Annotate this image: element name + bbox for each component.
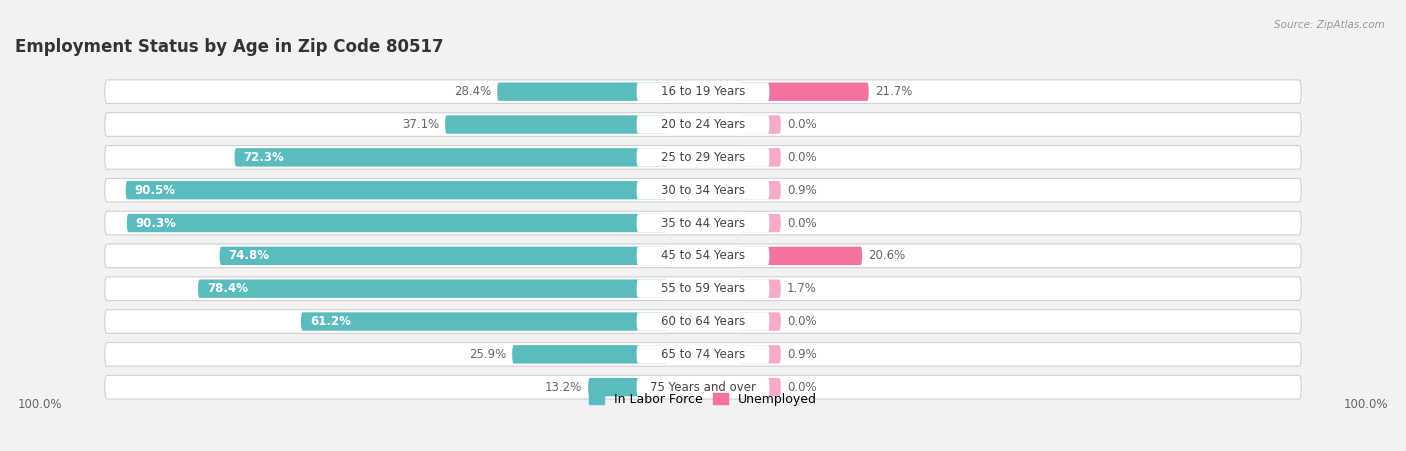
FancyBboxPatch shape [740,83,869,101]
Text: 20 to 24 Years: 20 to 24 Years [661,118,745,131]
Text: 72.3%: 72.3% [243,151,284,164]
Text: 78.4%: 78.4% [207,282,247,295]
FancyBboxPatch shape [637,214,769,232]
FancyBboxPatch shape [637,280,769,298]
Text: 25.9%: 25.9% [470,348,506,361]
Text: 21.7%: 21.7% [875,85,912,98]
Text: 74.8%: 74.8% [229,249,270,262]
FancyBboxPatch shape [104,179,1302,202]
Text: 65 to 74 Years: 65 to 74 Years [661,348,745,361]
FancyBboxPatch shape [637,313,769,331]
FancyBboxPatch shape [740,280,780,298]
Text: 35 to 44 Years: 35 to 44 Years [661,216,745,230]
Text: 55 to 59 Years: 55 to 59 Years [661,282,745,295]
FancyBboxPatch shape [637,181,769,199]
Text: 0.0%: 0.0% [787,118,817,131]
FancyBboxPatch shape [104,211,1302,235]
FancyBboxPatch shape [104,277,1302,300]
FancyBboxPatch shape [198,280,666,298]
FancyBboxPatch shape [740,214,780,232]
Text: 28.4%: 28.4% [454,85,491,98]
FancyBboxPatch shape [125,181,666,199]
FancyBboxPatch shape [637,115,769,134]
Text: 61.2%: 61.2% [309,315,352,328]
Text: 45 to 54 Years: 45 to 54 Years [661,249,745,262]
FancyBboxPatch shape [104,343,1302,366]
FancyBboxPatch shape [235,148,666,166]
FancyBboxPatch shape [219,247,666,265]
FancyBboxPatch shape [498,83,666,101]
FancyBboxPatch shape [740,378,780,396]
Text: 13.2%: 13.2% [546,381,582,394]
FancyBboxPatch shape [637,345,769,364]
FancyBboxPatch shape [104,244,1302,268]
FancyBboxPatch shape [104,113,1302,136]
FancyBboxPatch shape [740,345,780,364]
Text: 90.5%: 90.5% [135,184,176,197]
FancyBboxPatch shape [301,313,666,331]
Text: 37.1%: 37.1% [402,118,439,131]
Text: 0.0%: 0.0% [787,216,817,230]
FancyBboxPatch shape [104,80,1302,104]
FancyBboxPatch shape [637,247,769,265]
Text: 1.7%: 1.7% [787,282,817,295]
Text: 100.0%: 100.0% [18,398,62,411]
FancyBboxPatch shape [637,148,769,166]
FancyBboxPatch shape [740,148,780,166]
FancyBboxPatch shape [104,375,1302,399]
Text: 16 to 19 Years: 16 to 19 Years [661,85,745,98]
Text: 75 Years and over: 75 Years and over [650,381,756,394]
Text: 0.0%: 0.0% [787,151,817,164]
FancyBboxPatch shape [740,115,780,134]
FancyBboxPatch shape [127,214,666,232]
FancyBboxPatch shape [637,83,769,101]
Text: 60 to 64 Years: 60 to 64 Years [661,315,745,328]
FancyBboxPatch shape [512,345,666,364]
Text: Source: ZipAtlas.com: Source: ZipAtlas.com [1274,20,1385,30]
FancyBboxPatch shape [740,181,780,199]
Text: 100.0%: 100.0% [1344,398,1388,411]
Text: 0.0%: 0.0% [787,381,817,394]
Legend: In Labor Force, Unemployed: In Labor Force, Unemployed [583,388,823,411]
FancyBboxPatch shape [588,378,666,396]
FancyBboxPatch shape [104,146,1302,169]
Text: 0.0%: 0.0% [787,315,817,328]
FancyBboxPatch shape [740,247,862,265]
Text: 25 to 29 Years: 25 to 29 Years [661,151,745,164]
Text: 20.6%: 20.6% [868,249,905,262]
FancyBboxPatch shape [740,313,780,331]
Text: 0.9%: 0.9% [787,348,817,361]
Text: Employment Status by Age in Zip Code 80517: Employment Status by Age in Zip Code 805… [15,37,444,55]
Text: 30 to 34 Years: 30 to 34 Years [661,184,745,197]
FancyBboxPatch shape [637,378,769,396]
Text: 90.3%: 90.3% [136,216,177,230]
FancyBboxPatch shape [104,310,1302,333]
FancyBboxPatch shape [446,115,666,134]
Text: 0.9%: 0.9% [787,184,817,197]
